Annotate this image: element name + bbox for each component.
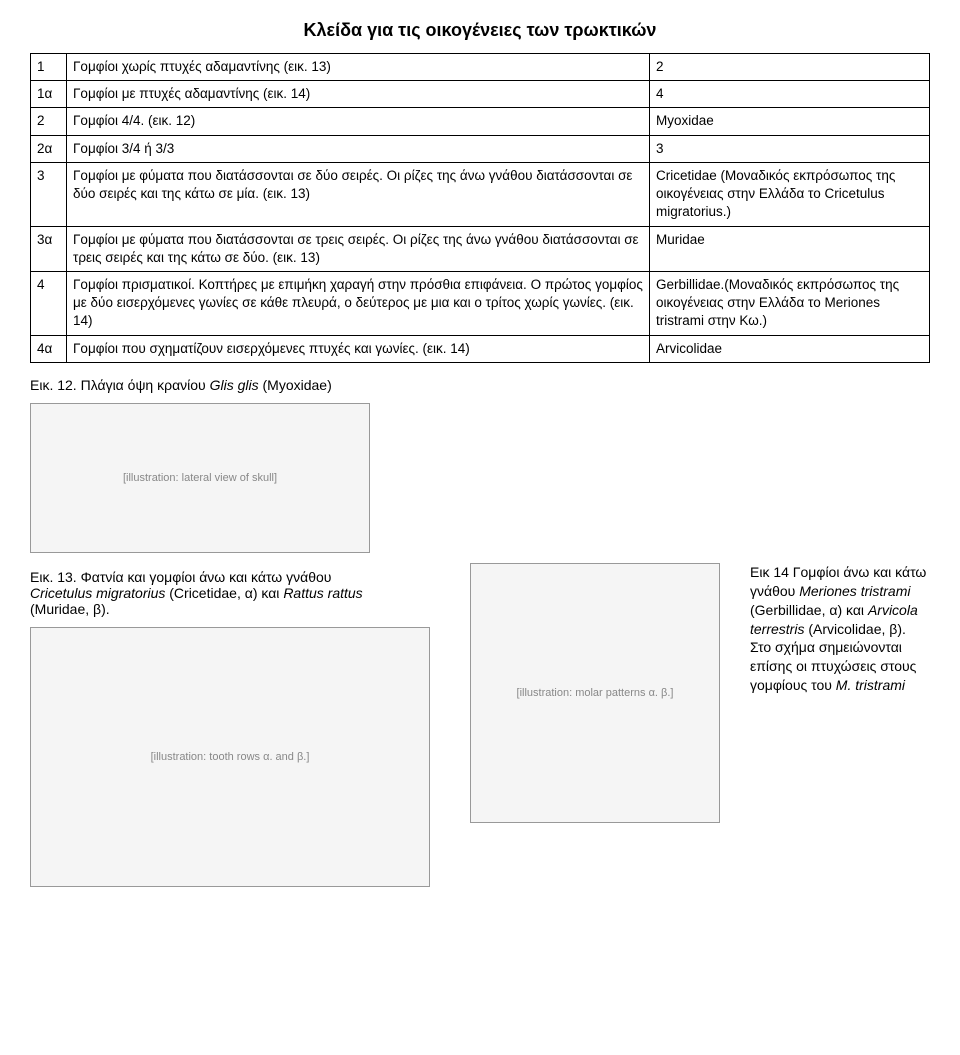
- table-row: 4Γομφίοι πρισματικοί. Κοπτήρες με επιμήκ…: [31, 271, 930, 335]
- fig12-caption-italic: Glis glis: [210, 377, 259, 393]
- row-index: 1: [31, 54, 67, 81]
- row-index: 4α: [31, 335, 67, 362]
- row-description: Γομφίοι με πτυχές αδαμαντίνης (εικ. 14): [67, 81, 650, 108]
- fig13-it2: Rattus rattus: [283, 585, 362, 601]
- fig14-illustration-block: [illustration: molar patterns α. β.]: [470, 563, 730, 823]
- table-row: 2αΓομφίοι 3/4 ή 3/33: [31, 135, 930, 162]
- key-table: 1Γομφίοι χωρίς πτυχές αδαμαντίνης (εικ. …: [30, 53, 930, 363]
- table-row: 2Γομφίοι 4/4. (εικ. 12)Myoxidae: [31, 108, 930, 135]
- row-description: Γομφίοι πρισματικοί. Κοπτήρες με επιμήκη…: [67, 271, 650, 335]
- row-index: 3α: [31, 226, 67, 271]
- row-description: Γομφίοι που σχηματίζουν εισερχόμενες πτυ…: [67, 335, 650, 362]
- fig12-caption: Εικ. 12. Πλάγια όψη κρανίου Glis glis (M…: [30, 377, 930, 393]
- fig13-line3: (Muridae, β).: [30, 601, 110, 617]
- row-description: Γομφίοι χωρίς πτυχές αδαμαντίνης (εικ. 1…: [67, 54, 650, 81]
- fig12-caption-tail: (Myoxidae): [259, 377, 332, 393]
- row-result: Muridae: [650, 226, 930, 271]
- row-index: 2α: [31, 135, 67, 162]
- row-result: Cricetidae (Μοναδικός εκπρόσωπος της οικ…: [650, 162, 930, 226]
- fig13-block: Εικ. 13. Φατνία και γομφίοι άνω και κάτω…: [30, 563, 450, 887]
- fig13-line1: Εικ. 13. Φατνία και γομφίοι άνω και κάτω…: [30, 569, 331, 585]
- row-description: Γομφίοι 4/4. (εικ. 12): [67, 108, 650, 135]
- fig13-it1: Cricetulus migratorius: [30, 585, 165, 601]
- bottom-row: Εικ. 13. Φατνία και γομφίοι άνω και κάτω…: [30, 563, 930, 887]
- table-row: 3Γομφίοι με φύματα που διατάσσονται σε δ…: [31, 162, 930, 226]
- fig13-caption: Εικ. 13. Φατνία και γομφίοι άνω και κάτω…: [30, 569, 450, 617]
- fig14-caption: Εικ 14 Γομφίοι άνω και κάτω γνάθου Merio…: [750, 563, 930, 695]
- fig14-illustration: [illustration: molar patterns α. β.]: [470, 563, 720, 823]
- fig13-illustration: [illustration: tooth rows α. and β.]: [30, 627, 430, 887]
- row-result: 2: [650, 54, 930, 81]
- row-index: 1α: [31, 81, 67, 108]
- row-description: Γομφίοι 3/4 ή 3/3: [67, 135, 650, 162]
- table-row: 4αΓομφίοι που σχηματίζουν εισερχόμενες π…: [31, 335, 930, 362]
- fig13-mid: (Cricetidae, α) και: [165, 585, 283, 601]
- page-title: Κλείδα για τις οικογένειες των τρωκτικών: [30, 20, 930, 41]
- row-index: 2: [31, 108, 67, 135]
- fig14-it3: M. tristrami: [836, 677, 905, 693]
- row-result: 3: [650, 135, 930, 162]
- fig12-caption-plain: Εικ. 12. Πλάγια όψη κρανίου: [30, 377, 210, 393]
- row-index: 3: [31, 162, 67, 226]
- row-result: 4: [650, 81, 930, 108]
- row-result: Gerbillidae.(Μοναδικός εκπρόσωπος της οι…: [650, 271, 930, 335]
- fig14-p2: (Gerbillidae, α) και: [750, 602, 868, 618]
- row-index: 4: [31, 271, 67, 335]
- row-description: Γομφίοι με φύματα που διατάσσονται σε δύ…: [67, 162, 650, 226]
- row-description: Γομφίοι με φύματα που διατάσσονται σε τρ…: [67, 226, 650, 271]
- fig12-illustration: [illustration: lateral view of skull]: [30, 403, 370, 553]
- table-row: 1αΓομφίοι με πτυχές αδαμαντίνης (εικ. 14…: [31, 81, 930, 108]
- row-result: Arvicolidae: [650, 335, 930, 362]
- row-result: Myoxidae: [650, 108, 930, 135]
- table-row: 1Γομφίοι χωρίς πτυχές αδαμαντίνης (εικ. …: [31, 54, 930, 81]
- table-row: 3αΓομφίοι με φύματα που διατάσσονται σε …: [31, 226, 930, 271]
- fig14-it1: Meriones tristrami: [799, 583, 910, 599]
